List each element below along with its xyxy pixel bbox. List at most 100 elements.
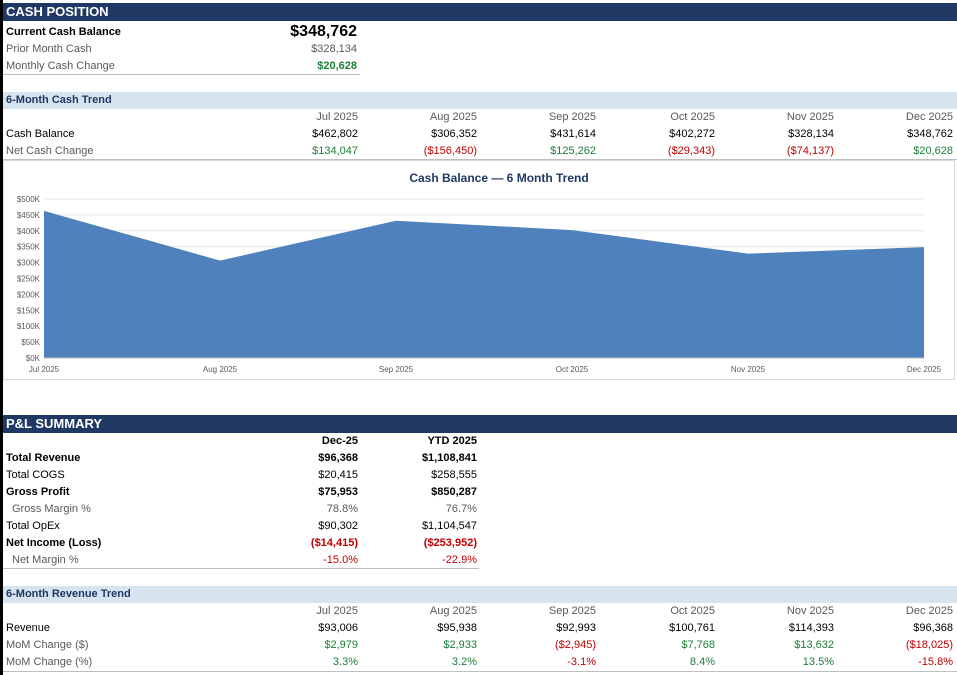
- revenue-cell[interactable]: $93,006: [318, 622, 358, 634]
- revenue-cell[interactable]: $114,393: [788, 622, 834, 634]
- cash-balance-cell[interactable]: $328,134: [788, 128, 834, 140]
- pl-col-dec: Dec-25: [321, 435, 358, 447]
- cash-trend-month-header: Dec 2025: [905, 111, 953, 123]
- revenue-cell[interactable]: $96,368: [913, 622, 953, 634]
- mom-change-cell[interactable]: $2,979: [324, 639, 358, 651]
- chart-x-tick-label: Dec 2025: [907, 365, 942, 374]
- chart-y-tick-label: $50K: [21, 338, 40, 347]
- chart-x-tick-label: Oct 2025: [556, 365, 589, 374]
- chart-x-tick-label: Aug 2025: [203, 365, 238, 374]
- pl-row-label[interactable]: Total Revenue: [6, 452, 81, 464]
- net-cash-change-cell[interactable]: $134,047: [312, 145, 358, 157]
- chart-y-tick-label: $300K: [17, 259, 41, 268]
- revenue-cell[interactable]: $95,938: [437, 622, 477, 634]
- pl-cell-ytd[interactable]: ($253,952): [423, 537, 477, 549]
- revenue-cell[interactable]: $100,761: [669, 622, 715, 634]
- cash-balance-chart[interactable]: Cash Balance — 6 Month Trend $0K $50K $100K…: [3, 160, 955, 380]
- chart-x-tick-label: Jul 2025: [29, 365, 60, 374]
- chart-y-tick-label: $500K: [17, 195, 41, 204]
- cash-balance-cell[interactable]: $462,802: [312, 128, 358, 140]
- revenue-trend-header: 6-Month Revenue Trend: [3, 586, 957, 603]
- net-cash-change-cell[interactable]: ($29,343): [667, 145, 715, 157]
- pl-row-label[interactable]: Total COGS: [6, 469, 65, 481]
- mom-change-cell[interactable]: $2,933: [443, 639, 477, 651]
- prior-cash-label[interactable]: Prior Month Cash: [6, 43, 92, 55]
- pl-cell-dec[interactable]: -15.0%: [323, 554, 358, 566]
- cash-balance-cell[interactable]: $431,614: [550, 128, 596, 140]
- cash-trend-month-header: Jul 2025: [316, 111, 358, 123]
- revenue-cell[interactable]: $92,993: [556, 622, 596, 634]
- mom-pct-cell[interactable]: 8.4%: [689, 656, 715, 668]
- pl-cell-dec[interactable]: $90,302: [318, 520, 358, 532]
- pl-cell-dec[interactable]: $96,368: [318, 452, 358, 464]
- pl-row-label[interactable]: Gross Margin %: [12, 503, 91, 515]
- chart-area-series: [44, 210, 924, 358]
- pl-row-label[interactable]: Total OpEx: [6, 520, 60, 532]
- cash-position-divider: [3, 74, 360, 75]
- chart-y-tick-label: $450K: [17, 211, 41, 220]
- pl-cell-ytd[interactable]: $1,108,841: [421, 452, 477, 464]
- pl-cell-dec[interactable]: ($14,415): [310, 537, 358, 549]
- chart-y-tick-label: $400K: [17, 227, 41, 236]
- current-cash-label[interactable]: Current Cash Balance: [6, 26, 121, 38]
- cash-balance-cell[interactable]: $402,272: [669, 128, 715, 140]
- mom-change-cell[interactable]: $13,632: [794, 639, 834, 651]
- sheet-left-edge: [0, 0, 3, 675]
- mom-pct-cell[interactable]: 13.5%: [802, 656, 834, 668]
- mom-change-row-label[interactable]: MoM Change ($): [6, 639, 89, 651]
- pl-cell-ytd[interactable]: -22.9%: [442, 554, 477, 566]
- pl-row-label[interactable]: Gross Profit: [6, 486, 70, 498]
- revenue-trend-divider: [3, 671, 957, 672]
- cash-trend-header: 6-Month Cash Trend: [3, 92, 957, 109]
- pl-cell-ytd[interactable]: $258,555: [431, 469, 477, 481]
- revenue-month-header: Nov 2025: [786, 605, 834, 617]
- mom-pct-row-label[interactable]: MoM Change (%): [6, 656, 93, 668]
- revenue-row-label[interactable]: Revenue: [6, 622, 51, 634]
- cash-trend-month-header: Oct 2025: [670, 111, 715, 123]
- revenue-month-header: Dec 2025: [905, 605, 953, 617]
- chart-x-tick-label: Nov 2025: [731, 365, 766, 374]
- cash-trend-divider: [3, 159, 957, 160]
- pl-cell-ytd[interactable]: $1,104,547: [421, 520, 477, 532]
- cash-balance-chart-svg: Cash Balance — 6 Month Trend $0K $50K $100K…: [17, 171, 942, 374]
- net-cash-change-row-label[interactable]: Net Cash Change: [6, 145, 94, 157]
- current-cash-value[interactable]: $348,762: [290, 23, 357, 40]
- cash-balance-cell[interactable]: $306,352: [431, 128, 477, 140]
- mom-pct-cell[interactable]: -3.1%: [567, 656, 596, 668]
- pl-row-label[interactable]: Net Margin %: [12, 554, 79, 566]
- chart-y-tick-label: $250K: [17, 275, 41, 284]
- pl-row-label[interactable]: Net Income (Loss): [6, 537, 102, 549]
- cash-trend-month-header: Aug 2025: [429, 111, 477, 123]
- cash-balance-row-label[interactable]: Cash Balance: [6, 128, 75, 140]
- pl-col-ytd: YTD 2025: [427, 435, 477, 447]
- net-cash-change-cell[interactable]: ($156,450): [423, 145, 477, 157]
- monthly-change-value[interactable]: $20,628: [317, 60, 357, 72]
- net-cash-change-cell[interactable]: $125,262: [550, 145, 596, 157]
- chart-y-tick-label: $200K: [17, 290, 41, 299]
- cash-position-header: CASH POSITION: [3, 3, 957, 21]
- cash-balance-cell[interactable]: $348,762: [907, 128, 953, 140]
- mom-change-cell[interactable]: ($18,025): [905, 639, 953, 651]
- mom-change-cell[interactable]: $7,768: [681, 639, 715, 651]
- mom-pct-cell[interactable]: -15.8%: [918, 656, 953, 668]
- revenue-month-header: Aug 2025: [429, 605, 477, 617]
- prior-cash-value[interactable]: $328,134: [311, 43, 357, 55]
- mom-change-cell[interactable]: ($2,945): [555, 639, 596, 651]
- monthly-change-label[interactable]: Monthly Cash Change: [6, 60, 115, 72]
- revenue-month-header: Sep 2025: [548, 605, 596, 617]
- chart-title: Cash Balance — 6 Month Trend: [409, 171, 588, 185]
- chart-x-tick-label: Sep 2025: [379, 365, 414, 374]
- net-cash-change-cell[interactable]: ($74,137): [786, 145, 834, 157]
- cash-trend-month-header: Nov 2025: [786, 111, 834, 123]
- pl-cell-ytd[interactable]: $850,287: [431, 486, 477, 498]
- chart-y-tick-label: $0K: [26, 354, 41, 363]
- net-cash-change-cell[interactable]: $20,628: [913, 145, 953, 157]
- pl-cell-dec[interactable]: $75,953: [318, 486, 358, 498]
- cash-trend-month-header: Sep 2025: [548, 111, 596, 123]
- chart-y-tick-label: $100K: [17, 322, 41, 331]
- mom-pct-cell[interactable]: 3.2%: [451, 656, 477, 668]
- pl-cell-dec[interactable]: $20,415: [318, 469, 358, 481]
- mom-pct-cell[interactable]: 3.3%: [332, 656, 358, 668]
- pl-cell-ytd[interactable]: 76.7%: [445, 503, 477, 515]
- pl-cell-dec[interactable]: 78.8%: [326, 503, 358, 515]
